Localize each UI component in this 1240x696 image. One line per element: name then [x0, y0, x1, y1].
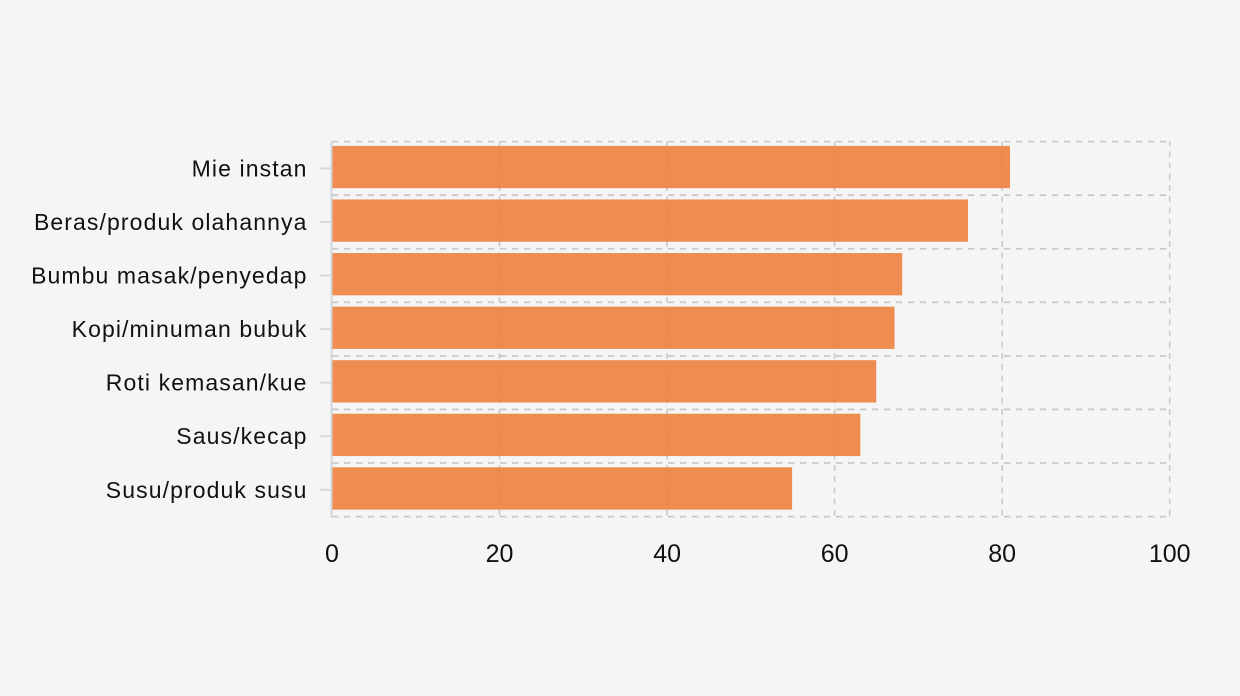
svg-text:Bumbu masak/penyedap: Bumbu masak/penyedap: [31, 263, 307, 289]
svg-text:Beras/produk olahannya: Beras/produk olahannya: [34, 209, 308, 235]
svg-text:40: 40: [653, 540, 681, 568]
svg-text:0: 0: [325, 540, 339, 568]
svg-text:60: 60: [821, 540, 849, 568]
svg-text:Mie instan: Mie instan: [192, 155, 308, 181]
svg-text:80: 80: [988, 540, 1016, 568]
svg-text:Susu/produk susu: Susu/produk susu: [106, 477, 308, 503]
svg-text:100: 100: [1149, 540, 1191, 568]
svg-text:20: 20: [486, 540, 514, 568]
svg-text:Saus/kecap: Saus/kecap: [176, 423, 307, 449]
svg-text:Kopi/minuman bubuk: Kopi/minuman bubuk: [72, 316, 308, 342]
svg-text:Roti kemasan/kue: Roti kemasan/kue: [106, 370, 308, 396]
